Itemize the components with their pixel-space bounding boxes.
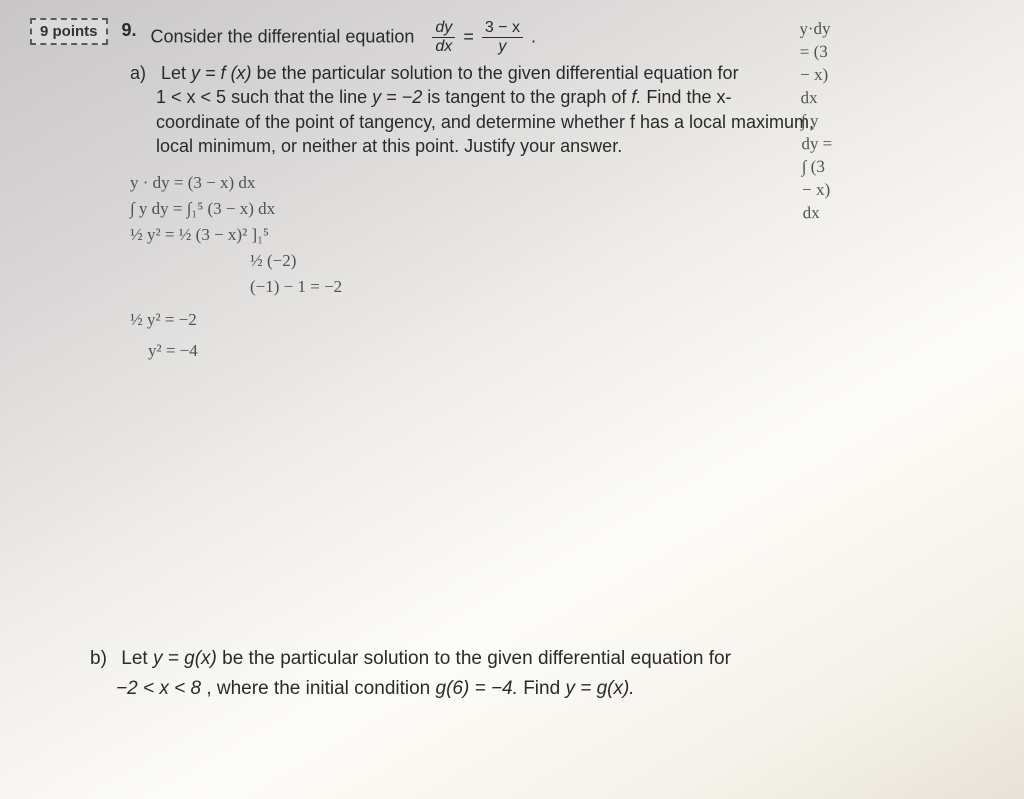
stem-text: Consider the differential equation (151, 26, 415, 46)
points-box: 9 points (30, 18, 108, 45)
part-b-label: b) (90, 644, 116, 673)
pb-t3: be the particular solution to the given … (222, 648, 731, 669)
pa-t4: 1 < x < 5 (156, 87, 226, 107)
work-line-6: y² = −4 (148, 340, 984, 363)
pa-t6: y = −2 (372, 87, 422, 107)
question-stem: Consider the differential equation dy dx… (151, 18, 536, 55)
work-line-0: y · dy = (3 − x) dx (130, 172, 984, 195)
question-header: 9 points 9. Consider the differential eq… (30, 18, 984, 55)
worksheet-page: 9 points 9. Consider the differential eq… (0, 0, 1024, 799)
pa-t11: local minimum, or neither at this point.… (156, 136, 622, 156)
pa-t7: is tangent to the graph of (427, 87, 631, 107)
pa-t2: y = f (x) (191, 63, 252, 83)
pa-t9: Find the x- (646, 87, 731, 107)
pb-t1: Let (121, 648, 153, 669)
work-line-5: ½ y² = −2 (130, 309, 984, 332)
hw-line2: ∫ y dy = ∫ (3 − x) dx (800, 109, 833, 224)
fraction-rhs: 3 − x y (482, 20, 523, 55)
part-a: a) Let y = f (x) be the particular solut… (130, 61, 984, 158)
work-line-3: ½ (−2) (250, 250, 984, 273)
rhs-num: 3 − x (482, 20, 523, 38)
question-number: 9. (122, 18, 137, 41)
pb-t8: y = g(x). (565, 678, 634, 699)
work-line-1: ∫ y dy = ∫₁⁵ (3 − x) dx (130, 198, 984, 221)
work-line-4: (−1) − 1 = −2 (250, 276, 984, 299)
pa-t10: coordinate of the point of tangency, and… (156, 112, 814, 132)
pa-t1: Let (161, 63, 191, 83)
dx: dx (432, 38, 455, 55)
pa-t3: be the particular solution to the given … (257, 63, 739, 83)
dy: dy (432, 20, 455, 38)
student-work-a: y · dy = (3 − x) dx ∫ y dy = ∫₁⁵ (3 − x)… (130, 172, 984, 363)
pb-t4: −2 < x < 8 (116, 678, 201, 699)
work-line-2: ½ y² = ½ (3 − x)² ]₁⁵ (130, 224, 984, 247)
pb-t5: , where the initial condition (206, 678, 435, 699)
fraction-dy-dx: dy dx (432, 20, 455, 55)
pb-t6: g(6) = −4. (436, 678, 518, 699)
pb-t7: Find (523, 678, 565, 699)
pb-t2: y = g(x) (153, 648, 217, 669)
handwritten-margin: y·dy = (3 − x) dx ∫ y dy = ∫ (3 − x) dx (799, 18, 834, 225)
part-b: b) Let y = g(x) be the particular soluti… (90, 644, 974, 703)
hw-line1: y·dy = (3 − x) dx (799, 18, 832, 110)
part-a-label: a) (130, 61, 156, 85)
pa-t5: such that the line (231, 87, 372, 107)
pa-t8: f. (631, 87, 641, 107)
rhs-den: y (482, 38, 523, 55)
